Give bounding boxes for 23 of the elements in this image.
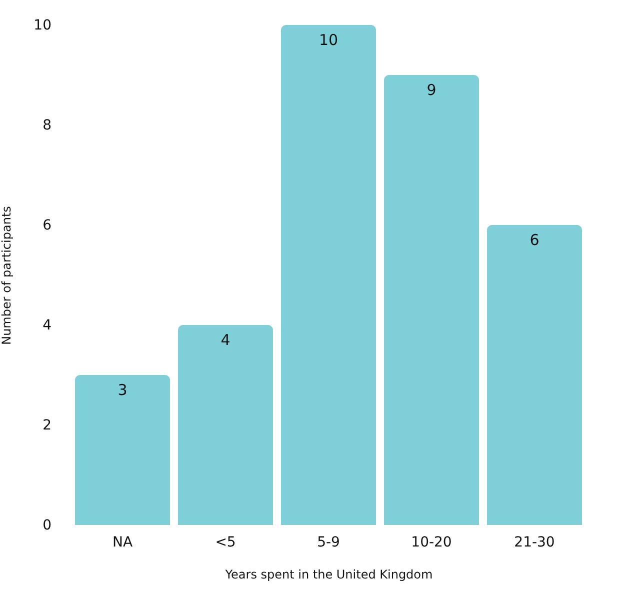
y-tick-label: 4 <box>42 318 52 334</box>
y-tick-label: 6 <box>42 218 52 234</box>
y-tick-label: 2 <box>42 418 52 434</box>
x-tick-label: NA <box>112 534 133 550</box>
x-tick-label: 10-20 <box>411 534 452 550</box>
x-tick-label: 5-9 <box>317 534 340 550</box>
y-tick-label: 8 <box>42 118 52 134</box>
data-label: 6 <box>530 231 540 249</box>
y-axis-title: Number of participants <box>0 206 14 345</box>
bar <box>75 375 170 525</box>
bar <box>487 225 582 525</box>
x-axis-title: Years spent in the United Kingdom <box>224 568 433 582</box>
bar <box>384 75 479 525</box>
bar <box>178 325 273 525</box>
bar <box>281 25 376 525</box>
data-label: 9 <box>426 81 436 99</box>
data-label: 4 <box>220 331 230 349</box>
y-tick-label: 0 <box>42 518 52 534</box>
x-tick-label: 21-30 <box>514 534 555 550</box>
data-label: 3 <box>118 381 128 399</box>
x-tick-label: <5 <box>215 534 236 550</box>
y-tick-label: 10 <box>34 18 52 34</box>
data-label: 10 <box>318 31 338 49</box>
